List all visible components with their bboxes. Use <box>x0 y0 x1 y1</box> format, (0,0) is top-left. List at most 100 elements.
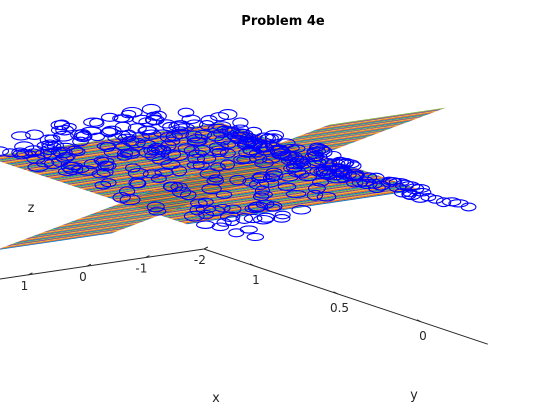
scatter-point <box>220 211 241 222</box>
plane-stripe <box>180 187 417 223</box>
y-tick-mark <box>249 263 255 267</box>
scatter-point <box>57 167 78 177</box>
plane-stripe <box>295 118 417 138</box>
scatter-point <box>185 119 204 129</box>
scatter-point <box>0 146 10 156</box>
plane-stripe <box>13 224 135 244</box>
scatter-point <box>203 205 225 217</box>
scatter-point <box>201 183 222 195</box>
scatter-point <box>308 143 330 155</box>
scatter-point <box>183 210 205 222</box>
plane-stripe <box>154 171 276 191</box>
scatter-point <box>101 126 117 138</box>
scatter-point <box>311 145 331 156</box>
plane-stripe <box>102 191 224 210</box>
plane-stripe <box>32 217 153 237</box>
scatter-point <box>232 117 249 128</box>
scatter-point <box>246 232 265 242</box>
scatter-point <box>211 222 230 232</box>
plane-stripe <box>72 202 194 222</box>
scatter-point <box>277 182 297 192</box>
scatter-point <box>365 178 383 189</box>
scatter-point <box>287 166 307 178</box>
scatter-point <box>244 140 262 149</box>
plane-stripe <box>58 208 179 227</box>
scatter-point <box>137 126 158 136</box>
plane-stripe <box>35 216 157 235</box>
scatter-point <box>435 197 452 208</box>
plane-stripe <box>317 110 439 129</box>
scatter-point <box>254 132 274 143</box>
scatter-point <box>192 160 210 171</box>
plane-stripe <box>0 127 237 163</box>
plane-stripe <box>299 117 420 136</box>
scatter-point <box>66 145 84 155</box>
plane-stripe <box>239 139 361 159</box>
scatter-point <box>200 115 218 126</box>
scatter-point <box>309 166 328 177</box>
scatter-point <box>255 199 275 209</box>
scatter-point <box>124 163 141 173</box>
scatter-point <box>142 169 162 179</box>
scatter-point <box>441 197 462 207</box>
scatter-point <box>214 135 231 146</box>
scatter-point <box>14 141 35 153</box>
plane-stripe <box>310 113 432 132</box>
plane-stripe <box>280 124 402 143</box>
scatter-point <box>306 146 326 157</box>
scatter-point <box>171 186 192 198</box>
scatter-point <box>346 178 364 188</box>
plane-stripe <box>2 229 124 248</box>
scatter-point <box>199 168 221 179</box>
scatter-point <box>94 180 112 190</box>
scatter-point <box>186 137 208 146</box>
y-tick-mark <box>333 291 338 295</box>
plane-stripe <box>22 134 259 170</box>
plane-stripe <box>265 129 387 149</box>
plane-stripe <box>65 205 187 224</box>
scatter-point <box>150 110 167 122</box>
plane-stripe <box>51 144 288 180</box>
scatter-point <box>316 191 337 202</box>
scatter-point <box>194 144 211 156</box>
scatter-point <box>210 162 226 172</box>
scatter-point <box>235 213 254 224</box>
plane-stripe <box>28 219 150 238</box>
scatter-point <box>180 190 197 201</box>
plane-stripe <box>84 198 205 217</box>
scatter-point <box>272 214 291 223</box>
scatter-point <box>160 149 182 160</box>
scatter-point <box>209 142 229 151</box>
x-tick-mark <box>203 246 209 250</box>
scatter-point <box>253 142 273 152</box>
scatter-point <box>15 149 37 159</box>
scatter-point <box>25 129 44 140</box>
plane-stripe <box>160 180 397 216</box>
scatter-point <box>73 131 93 143</box>
scatter-point <box>186 161 205 170</box>
y-tick-label: 1 <box>252 273 260 287</box>
scatter-point <box>177 107 195 118</box>
x-tick-label: -2 <box>194 253 206 267</box>
plane-stripe <box>91 195 213 215</box>
plane-stripe <box>87 196 209 216</box>
scatter-point <box>331 167 349 178</box>
y-tick-mark <box>416 319 422 323</box>
scatter-point <box>286 160 306 170</box>
plane-stripe <box>167 183 404 219</box>
scatter-point <box>280 156 298 166</box>
plane-stripe <box>269 128 391 148</box>
x-tick-mark <box>145 255 150 259</box>
plane-stripe <box>0 231 116 250</box>
scatter-point <box>216 218 232 227</box>
scatter-point <box>412 187 432 197</box>
plane-stripe <box>24 220 146 240</box>
scatter-point <box>129 178 147 189</box>
plane-stripe <box>76 201 198 220</box>
plane-stripe <box>273 127 394 146</box>
scatter-point <box>264 129 285 141</box>
scatter-point <box>112 192 131 203</box>
scatter-point <box>11 131 31 141</box>
scatter-point <box>63 164 84 175</box>
scatter-point <box>291 205 312 215</box>
